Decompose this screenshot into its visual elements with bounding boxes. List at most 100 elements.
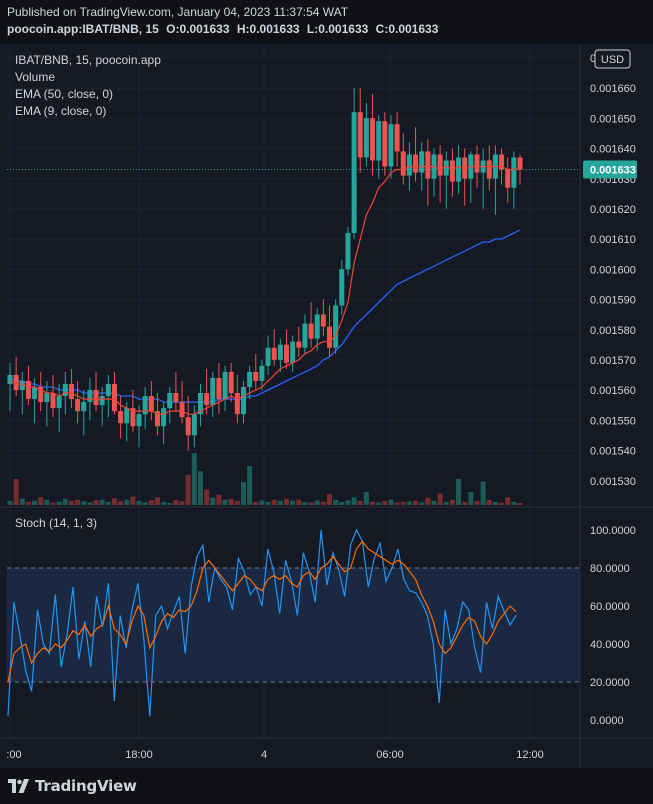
volume-bar xyxy=(480,481,486,505)
close-value: C:0.001633 xyxy=(375,22,439,36)
volume-bar xyxy=(327,494,333,505)
candle-body xyxy=(284,344,290,363)
candle-body xyxy=(179,402,185,418)
currency-button[interactable]: USD xyxy=(594,49,631,69)
volume-bar xyxy=(75,499,81,505)
volume-bar xyxy=(228,498,234,505)
candle-body xyxy=(130,408,136,427)
tradingview-brand[interactable]: TradingView xyxy=(8,777,137,795)
volume-bar xyxy=(210,497,216,505)
candle-body xyxy=(474,154,480,173)
candle-body xyxy=(81,402,87,412)
volume-bar xyxy=(56,501,62,505)
volume-bar xyxy=(81,501,87,505)
candle-body xyxy=(44,393,50,403)
price-tick-label: 0.001650 xyxy=(590,113,636,125)
stoch-tick-label: 80.0000 xyxy=(590,563,630,575)
volume-bar xyxy=(99,499,105,505)
chart-svg[interactable]: 0.001660.0016600.0016500.0016400.0016300… xyxy=(0,44,653,768)
open-value: O:0.001633 xyxy=(166,22,230,36)
volume-bar xyxy=(271,499,277,505)
volume-bar xyxy=(87,502,93,505)
volume-bar xyxy=(462,501,468,505)
volume-bar xyxy=(308,502,314,505)
volume-bar xyxy=(406,501,412,505)
candle-body xyxy=(148,396,154,412)
volume-bar xyxy=(197,471,203,505)
volume-bar xyxy=(142,502,148,505)
candle-body xyxy=(118,411,124,424)
candle-body xyxy=(345,232,351,270)
volume-bar xyxy=(333,499,339,505)
volume-bar xyxy=(290,500,296,505)
candle-body xyxy=(7,374,13,384)
candle-body xyxy=(62,383,68,397)
time-tick-label: 12:00 xyxy=(516,749,544,761)
current-price-badge: 0.001633 xyxy=(583,160,637,179)
candle-body xyxy=(370,118,376,161)
chart-header: Published on TradingView.com, January 04… xyxy=(0,0,653,44)
volume-bar xyxy=(376,502,382,505)
candle-body xyxy=(456,157,462,182)
volume-bar xyxy=(302,501,308,505)
candle-body xyxy=(25,380,31,400)
volume-bar xyxy=(7,500,13,505)
candle-body xyxy=(234,393,240,415)
candle-body xyxy=(228,371,234,394)
candle-body xyxy=(167,393,173,409)
volume-bar xyxy=(130,496,136,505)
price-tick-label: 0.001620 xyxy=(590,204,636,216)
candle-body xyxy=(105,383,111,397)
volume-bar xyxy=(370,501,376,505)
candle-body xyxy=(327,326,333,348)
candle-body xyxy=(308,323,314,339)
volume-bar xyxy=(222,499,228,505)
stoch-tick-label: 60.0000 xyxy=(590,601,630,613)
current-price-value: 0.001633 xyxy=(590,165,636,177)
volume-bar xyxy=(148,500,154,505)
candle-body xyxy=(19,380,25,390)
price-tick-label: 0.001540 xyxy=(590,446,636,458)
volume-bar xyxy=(505,497,511,505)
legend-volume: Volume xyxy=(15,70,55,84)
volume-bar xyxy=(179,501,185,505)
candle-body xyxy=(142,396,148,415)
price-tick-label: 0.001600 xyxy=(590,264,636,276)
currency-label: USD xyxy=(601,54,624,66)
price-tick-label: 0.001560 xyxy=(590,385,636,397)
volume-bar xyxy=(277,500,283,505)
candle-body xyxy=(382,121,388,167)
volume-bar xyxy=(240,482,246,505)
price-axis[interactable]: 0.001660.0016600.0016500.0016400.0016300… xyxy=(590,53,636,488)
volume-bar xyxy=(517,502,523,505)
price-tick-label: 0.001570 xyxy=(590,355,636,367)
volume-bar xyxy=(296,499,302,505)
candle-body xyxy=(136,414,142,427)
stoch-tick-label: 0.0000 xyxy=(590,715,624,727)
candle-body xyxy=(197,393,203,415)
candle-body xyxy=(173,393,179,403)
candle-body xyxy=(314,314,320,339)
candle-body xyxy=(290,341,296,363)
candle-body xyxy=(32,386,38,400)
volume-bar xyxy=(216,494,222,505)
candle-body xyxy=(357,112,363,158)
time-axis[interactable]: :00 18:00 4 06:00 12:00 xyxy=(0,44,653,768)
time-tick-label: 4 xyxy=(261,749,267,761)
candle-body xyxy=(124,408,130,424)
volume-bar xyxy=(32,500,38,505)
volume-bar xyxy=(161,501,167,505)
candle-body xyxy=(320,314,326,327)
stoch-k-line xyxy=(7,528,517,717)
volume-bar xyxy=(124,499,130,505)
candle-body xyxy=(87,390,93,403)
candle-body xyxy=(339,269,345,306)
volume-bar xyxy=(425,497,431,505)
tradingview-logo-icon xyxy=(8,779,29,793)
volume-bar xyxy=(345,500,351,505)
candle-body xyxy=(400,151,406,176)
volume-bar xyxy=(394,502,400,505)
volume-bar xyxy=(136,500,142,505)
volume-bar xyxy=(419,502,425,505)
candle-body xyxy=(443,160,449,176)
